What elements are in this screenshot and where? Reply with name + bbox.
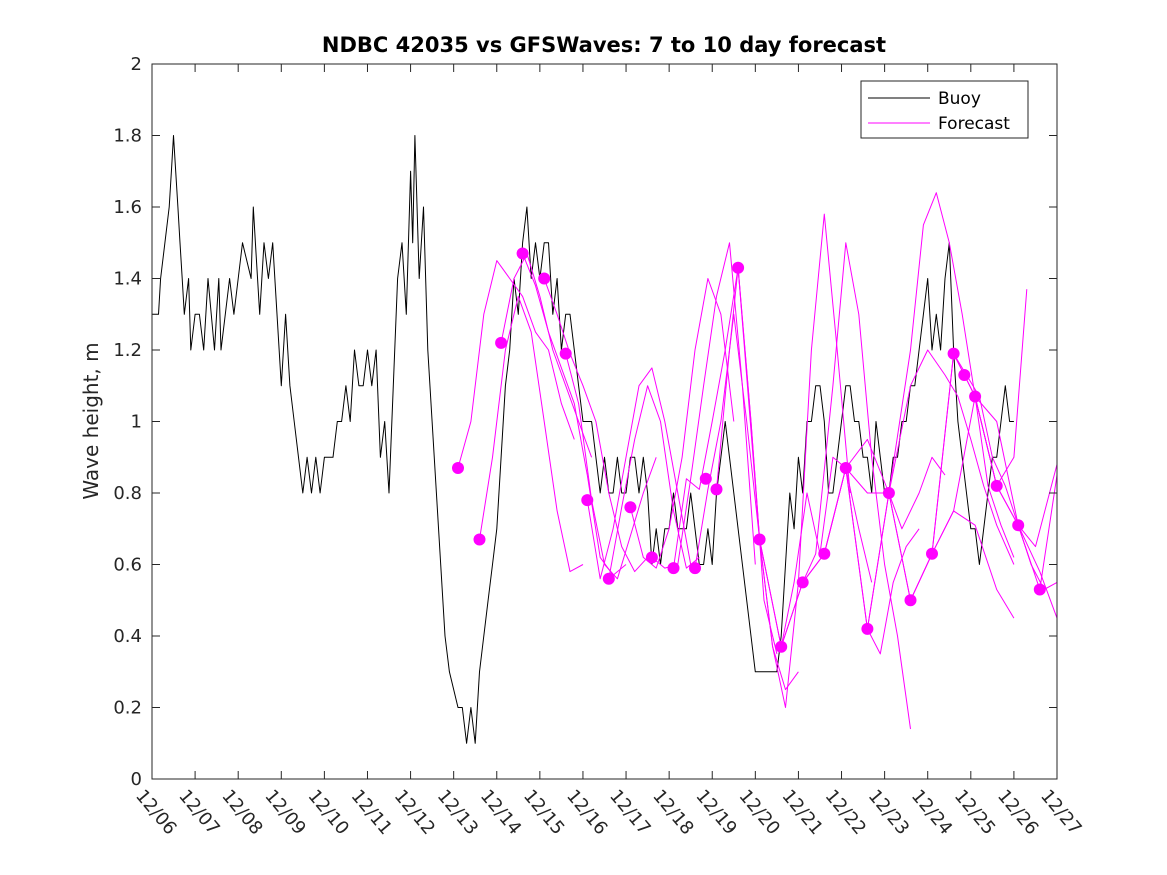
x-tick-label-19: 12/25 [950,786,999,839]
y-axis-label: Wave height, m [79,342,103,499]
forecast-marker-13 [710,483,723,496]
x-tick-label-1: 12/07 [174,786,223,839]
forecast-marker-5 [559,347,572,360]
forecast-series-line-7 [586,367,692,580]
forecast-series-line-11 [673,267,778,655]
forecast-marker-29 [1033,583,1046,596]
forecast-series-line-20 [866,192,1015,629]
x-tick-label-15: 12/21 [778,786,827,839]
x-tick-label-9: 12/15 [519,786,568,839]
forecast-marker-4 [538,272,551,285]
forecast-series-line-16 [780,467,920,655]
forecast-series-line-9 [629,278,735,569]
legend-forecast-label: Forecast [938,114,1010,134]
y-tick-label-1: 0.2 [113,698,142,719]
forecast-marker-28 [1012,519,1025,532]
legend: Buoy Forecast [860,80,1029,139]
y-tick-label-9: 1.8 [113,126,142,147]
forecast-series-line-1 [457,260,575,469]
buoy-series-line [152,135,1014,744]
forecast-marker-8 [624,501,637,514]
forecast-series-line-5 [543,278,648,573]
x-tick-label-18: 12/24 [907,786,956,839]
forecast-marker-17 [796,576,809,589]
x-tick-label-21: 12/27 [1036,786,1085,839]
x-tick-label-17: 12/23 [864,786,913,839]
y-tick-label-0: 0 [131,769,142,790]
forecast-marker-25 [958,369,971,381]
forecast-series-line-12 [694,313,799,691]
axes-layer: 00.20.40.60.811.21.41.61.8212/0612/0712/… [113,54,1085,839]
y-tick-label-10: 2 [131,54,142,75]
x-tick-label-0: 12/06 [131,786,180,839]
marker-layer [452,247,1046,653]
x-tick-label-7: 12/13 [433,786,482,839]
forecast-marker-10 [667,562,680,575]
forecast-marker-26 [969,390,982,403]
x-tick-label-6: 12/12 [390,786,439,839]
forecast-marker-1 [473,533,486,546]
legend-buoy-label: Buoy [938,89,981,109]
x-tick-label-12: 12/18 [648,786,697,839]
axes-frame [151,63,1058,780]
forecast-marker-6 [581,494,594,507]
x-tick-label-16: 12/22 [821,786,870,839]
x-tick-label-13: 12/19 [691,786,740,839]
forecast-series-line-24 [953,353,1058,619]
forecast-series-line-4 [522,253,627,576]
forecast-marker-20 [861,622,874,635]
forecast-marker-24 [947,347,960,360]
x-tick-label-20: 12/26 [993,786,1042,839]
x-tick-label-4: 12/10 [304,786,353,839]
forecast-marker-12 [699,472,712,485]
x-tick-label-3: 12/09 [260,786,309,839]
forecast-series-line-13 [716,213,851,708]
x-tick-label-2: 12/08 [217,786,266,839]
y-tick-label-5: 1 [131,412,142,433]
y-tick-label-2: 0.4 [113,626,142,647]
forecast-series-line-21 [888,353,1058,601]
x-tick-label-11: 12/17 [605,786,654,839]
y-tick-label-7: 1.4 [113,269,142,290]
forecast-marker-7 [602,572,615,585]
series-layer [152,135,1058,744]
y-tick-label-3: 0.6 [113,555,142,576]
forecast-series-line-8 [608,385,700,579]
legend-box [860,80,1029,139]
y-tick-label-6: 1.2 [113,340,142,361]
forecast-marker-2 [495,336,508,349]
x-tick-label-10: 12/16 [562,786,611,839]
y-tick-label-8: 1.6 [113,197,142,218]
x-tick-label-14: 12/20 [735,786,784,839]
chart-title: NDBC 42035 vs GFSWaves: 7 to 10 day fore… [322,33,886,57]
x-tick-label-5: 12/11 [347,786,396,839]
forecast-marker-23 [926,547,938,560]
forecast-series-line-19 [845,349,1015,565]
y-tick-label-4: 0.8 [113,483,142,504]
forecast-marker-19 [839,462,852,474]
x-tick-label-8: 12/14 [476,786,525,839]
forecast-marker-0 [452,462,464,474]
forecast-marker-27 [990,479,1003,492]
forecast-marker-3 [516,247,529,260]
forecast-series-line-2 [479,295,584,573]
forecast-marker-14 [732,261,745,274]
forecast-marker-16 [775,640,788,653]
forecast-marker-15 [753,533,766,546]
forecast-series-line-15 [759,242,911,730]
forecast-marker-22 [904,594,917,607]
forecast-marker-18 [818,547,831,560]
forecast-marker-21 [882,487,895,499]
forecast-marker-11 [689,562,701,575]
forecast-series-line-6 [565,353,657,580]
forecast-marker-9 [645,551,658,564]
